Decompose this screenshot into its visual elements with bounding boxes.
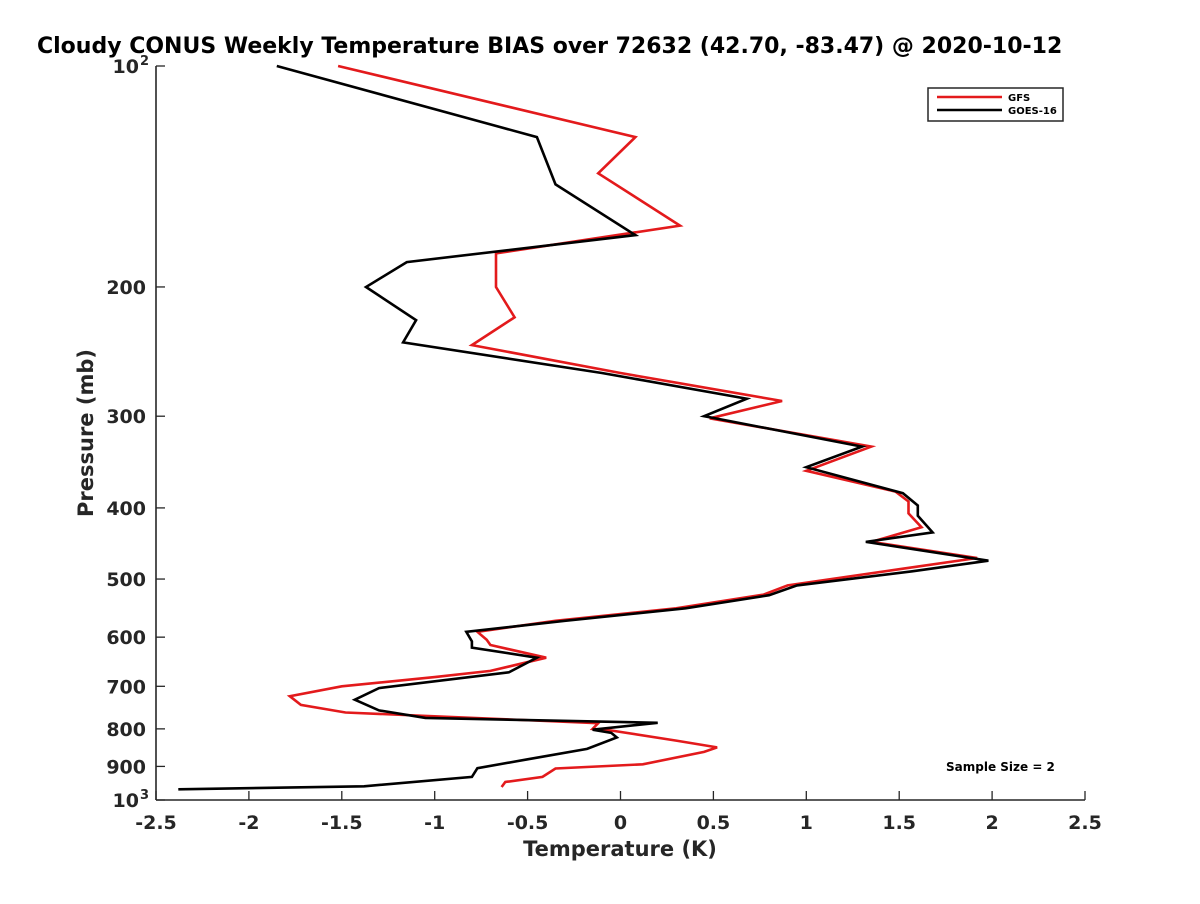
y-tick-exponent: 2: [140, 54, 149, 69]
x-tick-label: -1: [424, 812, 445, 834]
x-tick-label: -2.5: [135, 812, 177, 834]
y-tick-label: 200: [106, 277, 146, 299]
x-tick-label: -1.5: [321, 812, 363, 834]
y-tick-exponent: 3: [140, 788, 149, 803]
legend-label-gfs: GFS: [1008, 93, 1030, 104]
y-tick-label: 700: [106, 676, 146, 698]
y-tick-label: 10: [113, 790, 139, 812]
y-tick-label: 10: [113, 56, 139, 78]
x-tick-label: 1: [800, 812, 813, 834]
y-tick-label: 300: [106, 406, 146, 428]
x-tick-label: -0.5: [507, 812, 549, 834]
series-line-gfs: [286, 64, 978, 788]
plot-area: [178, 64, 989, 791]
axes: -2.5 -2 -1.5 -1 -0.5 0 0.5 1 1.5 2 2.510 2200300400…: [106, 54, 1102, 834]
x-axis-label: Temperature (K): [523, 837, 717, 861]
y-tick-label: 500: [106, 569, 146, 591]
x-tick-label: 2.5: [1068, 812, 1102, 834]
series-line-goes-16: [178, 64, 989, 791]
y-tick-label: 400: [106, 498, 146, 520]
x-tick-label: 1.5: [882, 812, 916, 834]
x-tick-label: 2: [985, 812, 998, 834]
y-tick-label: 800: [106, 719, 146, 741]
x-tick-label: 0: [614, 812, 627, 834]
y-tick-label: 900: [106, 756, 146, 778]
y-axis-label: Pressure (mb): [74, 349, 98, 517]
legend-label-goes-16: GOES-16: [1008, 106, 1057, 117]
legend-box: [927, 87, 1064, 122]
sample-size-annotation: Sample Size = 2: [946, 760, 1055, 774]
x-tick-label: 0.5: [697, 812, 731, 834]
legend: GFS GOES-16: [927, 87, 1064, 122]
y-tick-label: 600: [106, 627, 146, 649]
x-tick-label: -2: [238, 812, 259, 834]
chart-title: Cloudy CONUS Weekly Temperature BIAS ove…: [37, 34, 1062, 59]
